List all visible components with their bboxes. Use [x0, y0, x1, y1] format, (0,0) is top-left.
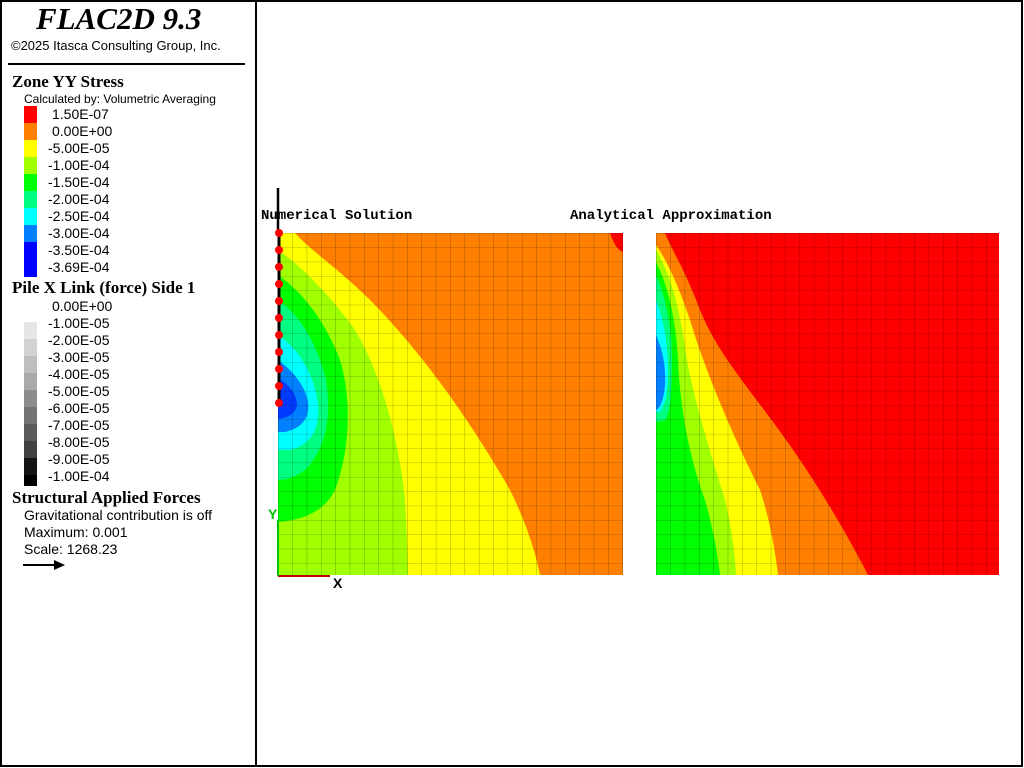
legend-label: -2.00E-04: [48, 191, 110, 207]
pile-node: [275, 263, 283, 271]
legend-swatch: [24, 407, 37, 424]
pile-node: [275, 331, 283, 339]
pile-node: [275, 382, 283, 390]
axes-indicator: [277, 520, 330, 577]
zone-stress-title: Zone YY Stress: [12, 72, 124, 91]
legend-panel: FLAC2D 9.3 ©2025 Itasca Consulting Group…: [0, 0, 256, 768]
legend-label: -9.00E-05: [48, 451, 110, 467]
legend-swatch: [24, 373, 37, 390]
legend-swatch: [24, 475, 37, 486]
legend-label: -1.00E-04: [48, 157, 110, 173]
legend-label: -1.50E-04: [48, 174, 110, 190]
legend-swatch: [24, 157, 37, 174]
legend-swatch: [24, 458, 37, 475]
y-axis-label: Y: [268, 506, 278, 522]
pile-node: [275, 365, 283, 373]
legend-label: -3.50E-04: [48, 242, 110, 258]
zone-stress-subtitle: Calculated by: Volumetric Averaging: [24, 92, 216, 106]
legend-label: -4.00E-05: [48, 366, 110, 382]
legend-swatch: [24, 356, 37, 373]
app-title: FLAC2D 9.3: [36, 1, 202, 36]
pile-structure: [275, 188, 283, 407]
legend-label: -8.00E-05: [48, 434, 110, 450]
legend-label: -6.00E-05: [48, 400, 110, 416]
pile-nodes: [275, 229, 283, 407]
x-axis-label: X: [333, 575, 343, 591]
legend-swatch: [24, 322, 37, 339]
legend-swatch: [24, 242, 37, 277]
legend-swatch: [24, 424, 37, 441]
legend-swatch: [24, 339, 37, 356]
gravity-note: Gravitational contribution is off: [24, 507, 213, 523]
analytical-approximation-label: Analytical Approximation: [570, 208, 772, 224]
pile-node: [275, 229, 283, 237]
legend-swatch: [24, 390, 37, 407]
legend-label: -3.00E-05: [48, 349, 110, 365]
title-divider: [8, 63, 245, 65]
legend-label: 0.00E+00: [52, 298, 113, 314]
legend-label: -3.00E-04: [48, 225, 110, 241]
legend-swatch: [24, 225, 37, 242]
applied-forces-title: Structural Applied Forces: [12, 488, 201, 507]
legend-label: -1.00E-04: [48, 468, 110, 484]
numerical-solution-label: Numerical Solution: [261, 208, 413, 224]
forces-maximum: Maximum: 0.001: [24, 524, 128, 540]
pile-node: [275, 399, 283, 407]
pile-node: [275, 314, 283, 322]
analytical-approximation-plot: [656, 233, 999, 575]
legend-swatch: [24, 123, 37, 140]
pile-node: [275, 348, 283, 356]
legend-label: -3.69E-04: [48, 259, 110, 275]
legend-swatch: [24, 191, 37, 208]
legend-label: -5.00E-05: [48, 383, 110, 399]
legend-label: -2.50E-04: [48, 208, 110, 224]
legend-swatch: [24, 106, 37, 123]
numerical-solution-plot: [278, 233, 623, 575]
legend-swatch: [24, 208, 37, 225]
legend-swatch: [24, 140, 37, 157]
pile-node: [275, 246, 283, 254]
copyright-text: ©2025 Itasca Consulting Group, Inc.: [11, 38, 221, 53]
legend-label: -7.00E-05: [48, 417, 110, 433]
legend-label: -2.00E-05: [48, 332, 110, 348]
force-arrow-icon: [23, 560, 65, 570]
pile-node: [275, 297, 283, 305]
legend-label: 1.50E-07: [52, 106, 109, 122]
legend-swatch: [24, 441, 37, 458]
forces-scale: Scale: 1268.23: [24, 541, 118, 557]
legend-label: -5.00E-05: [48, 140, 110, 156]
pile-link-title: Pile X Link (force) Side 1: [12, 278, 196, 297]
legend-label: -1.00E-05: [48, 315, 110, 331]
pile-node: [275, 280, 283, 288]
legend-swatch: [24, 174, 37, 191]
legend-label: 0.00E+00: [52, 123, 113, 139]
